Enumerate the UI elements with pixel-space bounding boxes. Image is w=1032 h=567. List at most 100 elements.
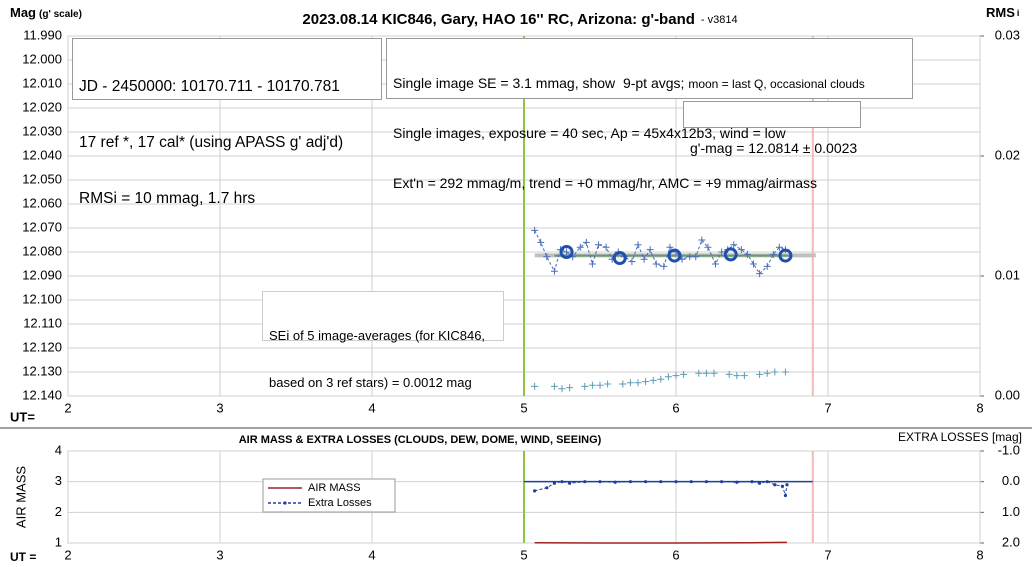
data-point <box>531 382 539 390</box>
legend: AIR MASS Extra Losses <box>262 478 396 513</box>
data-point <box>640 255 648 263</box>
x-tick-label: 4 <box>368 547 375 562</box>
data-point <box>596 381 604 389</box>
data-point <box>644 480 648 484</box>
legend-label: Extra Losses <box>308 497 372 509</box>
data-point <box>783 493 788 498</box>
x-tick-label: 2 <box>64 547 71 562</box>
x-tick-label: 7 <box>824 547 831 562</box>
y-tick-label: 12.030 <box>22 123 62 138</box>
data-point <box>704 480 709 484</box>
data-point <box>559 245 574 259</box>
data-point <box>667 248 682 263</box>
data-point <box>775 243 783 251</box>
y-tick-label: 12.110 <box>23 315 62 330</box>
data-point <box>594 241 602 249</box>
data-point <box>533 489 537 493</box>
data-point <box>763 369 771 377</box>
data-point <box>545 486 549 490</box>
annotation-line: SEi of 5 image-averages (for KIC846, <box>269 328 486 344</box>
x-tick-label: 3 <box>216 547 223 562</box>
y-tick-label: 12.050 <box>22 171 62 186</box>
y-tick-label: 12.080 <box>22 243 62 258</box>
data-point <box>704 243 712 251</box>
data-point <box>718 248 726 256</box>
data-point <box>698 236 706 244</box>
data-point <box>712 260 720 268</box>
data-point <box>756 370 764 378</box>
y2-tick-label: 0.02 <box>995 147 1020 162</box>
data-point <box>612 251 627 265</box>
data-point <box>702 369 710 377</box>
data-point <box>560 480 564 484</box>
data-point <box>680 370 688 378</box>
data-point <box>780 484 785 488</box>
series-line <box>534 541 787 544</box>
data-point <box>634 379 642 387</box>
data-point <box>543 253 551 261</box>
data-point <box>756 270 764 278</box>
data-point <box>781 368 789 376</box>
data-point <box>626 379 634 387</box>
y-tick-label: 12.140 <box>22 387 62 402</box>
y-tick-label: 12.120 <box>22 339 62 354</box>
data-point <box>558 385 566 393</box>
data-point <box>583 480 587 484</box>
y-tick-label: 11.990 <box>23 27 62 42</box>
y2-tick-label: 0.03 <box>995 27 1020 42</box>
x-tick-label: 7 <box>824 400 831 415</box>
data-point <box>576 243 584 251</box>
x-axis-label: UT = <box>10 550 36 564</box>
data-point <box>628 480 633 484</box>
annotation: SEi of 5 image-averages (for KIC846, bas… <box>262 291 504 390</box>
y-tick-label: 1 <box>55 534 62 549</box>
data-point <box>619 380 627 388</box>
y2-axis-label: EXTRA LOSSES [mag] <box>898 430 1022 444</box>
data-point <box>568 481 572 485</box>
annotation-line: Single images, exposure = 40 sec, Ap = 4… <box>393 124 786 141</box>
data-point <box>664 373 672 381</box>
legend-swatch <box>283 501 287 505</box>
y2-tick-label: -1.0 <box>998 442 1020 457</box>
data-point <box>588 381 596 389</box>
data-point <box>750 480 754 484</box>
series-line <box>534 481 788 496</box>
series-line <box>534 230 786 275</box>
x-tick-label: 6 <box>672 400 679 415</box>
y2-tick-label: 1.0 <box>1002 504 1020 519</box>
data-point <box>769 250 777 258</box>
data-point <box>689 480 693 484</box>
data-point <box>723 247 738 262</box>
data-point <box>666 243 674 251</box>
data-point <box>660 262 668 270</box>
data-point <box>730 241 738 249</box>
data-point <box>778 248 793 263</box>
data-point <box>581 382 589 390</box>
data-point <box>604 380 612 388</box>
x-tick-label: 8 <box>976 400 983 415</box>
data-point <box>710 369 718 377</box>
data-point <box>646 246 654 254</box>
data-point <box>750 260 758 268</box>
data-point <box>785 483 789 487</box>
y2-tick-label: 0.0 <box>1002 473 1020 488</box>
y-tick-label: 12.020 <box>22 99 62 114</box>
data-point <box>672 372 680 380</box>
ylabel: Mag <box>10 5 36 20</box>
x-tick-label: 5 <box>520 400 527 415</box>
version: - v3814 <box>701 14 738 26</box>
y2-axis-label: RMS i <box>986 5 1019 20</box>
y-axis-label: Mag (g' scale) <box>10 5 82 20</box>
data-point <box>735 480 739 484</box>
data-point <box>628 258 636 266</box>
data-point <box>773 483 777 487</box>
y-tick-label: 12.070 <box>22 219 62 234</box>
y-tick-label: 12.130 <box>22 363 62 378</box>
annotation-line: g'-mag = 12.0814 ± 0.0023 <box>690 139 858 156</box>
data-point <box>737 246 745 254</box>
data-point <box>765 480 769 484</box>
ylabel-note: (g' scale) <box>39 9 82 20</box>
y-tick-label: 12.100 <box>22 291 62 306</box>
data-point <box>550 267 558 275</box>
data-point <box>642 378 650 386</box>
